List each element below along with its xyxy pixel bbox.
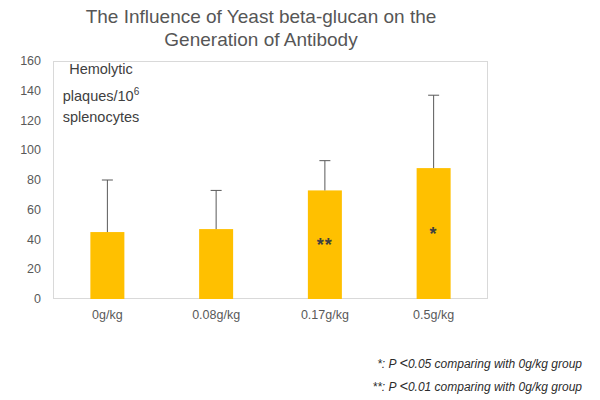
bar: [90, 232, 124, 299]
significance-marker: *: [430, 224, 438, 244]
y-tick-label: 120: [20, 114, 41, 128]
y-axis-label-line3: splenocytes: [53, 107, 149, 129]
bar: [199, 229, 233, 299]
y-tick-label: 40: [27, 233, 41, 247]
y-tick-label: 100: [20, 143, 41, 157]
y-axis-label-line2: plaques/106: [53, 81, 149, 107]
less-than-sign: <: [399, 378, 407, 394]
y-tick-label: 160: [20, 54, 41, 68]
x-category-label: 0.08g/kg: [192, 308, 240, 322]
y-tick-label: 0: [34, 292, 41, 306]
y-axis-label-line1: Hemolytic: [53, 59, 149, 81]
y-axis-label: Hemolytic plaques/106 splenocytes: [53, 59, 149, 128]
x-category-label: 0g/kg: [92, 308, 123, 322]
footnote-p005: *: P <0.05 comparing with 0g/kg group: [377, 355, 582, 371]
chart-title-line2: Generation of Antibody: [6, 28, 516, 51]
footnote-p001: **: P <0.01 comparing with 0g/kg group: [373, 378, 582, 394]
y-tick-label: 20: [27, 262, 41, 276]
y-tick-label: 140: [20, 84, 41, 98]
chart-title-line1: The Influence of Yeast beta-glucan on th…: [6, 5, 516, 28]
chart-figure: 0 20 40 60 80 100 120 140 160 0g/kg 0.08g/kg ** 0.17…: [0, 0, 600, 400]
y-tick-label: 80: [27, 173, 41, 187]
y-tick-label: 60: [27, 203, 41, 217]
significance-marker: **: [317, 235, 333, 255]
x-category-label: 0.17g/kg: [301, 308, 349, 322]
less-than-sign: <: [399, 355, 407, 371]
chart-title: The Influence of Yeast beta-glucan on th…: [6, 5, 516, 51]
x-category-label: 0.5g/kg: [413, 308, 454, 322]
